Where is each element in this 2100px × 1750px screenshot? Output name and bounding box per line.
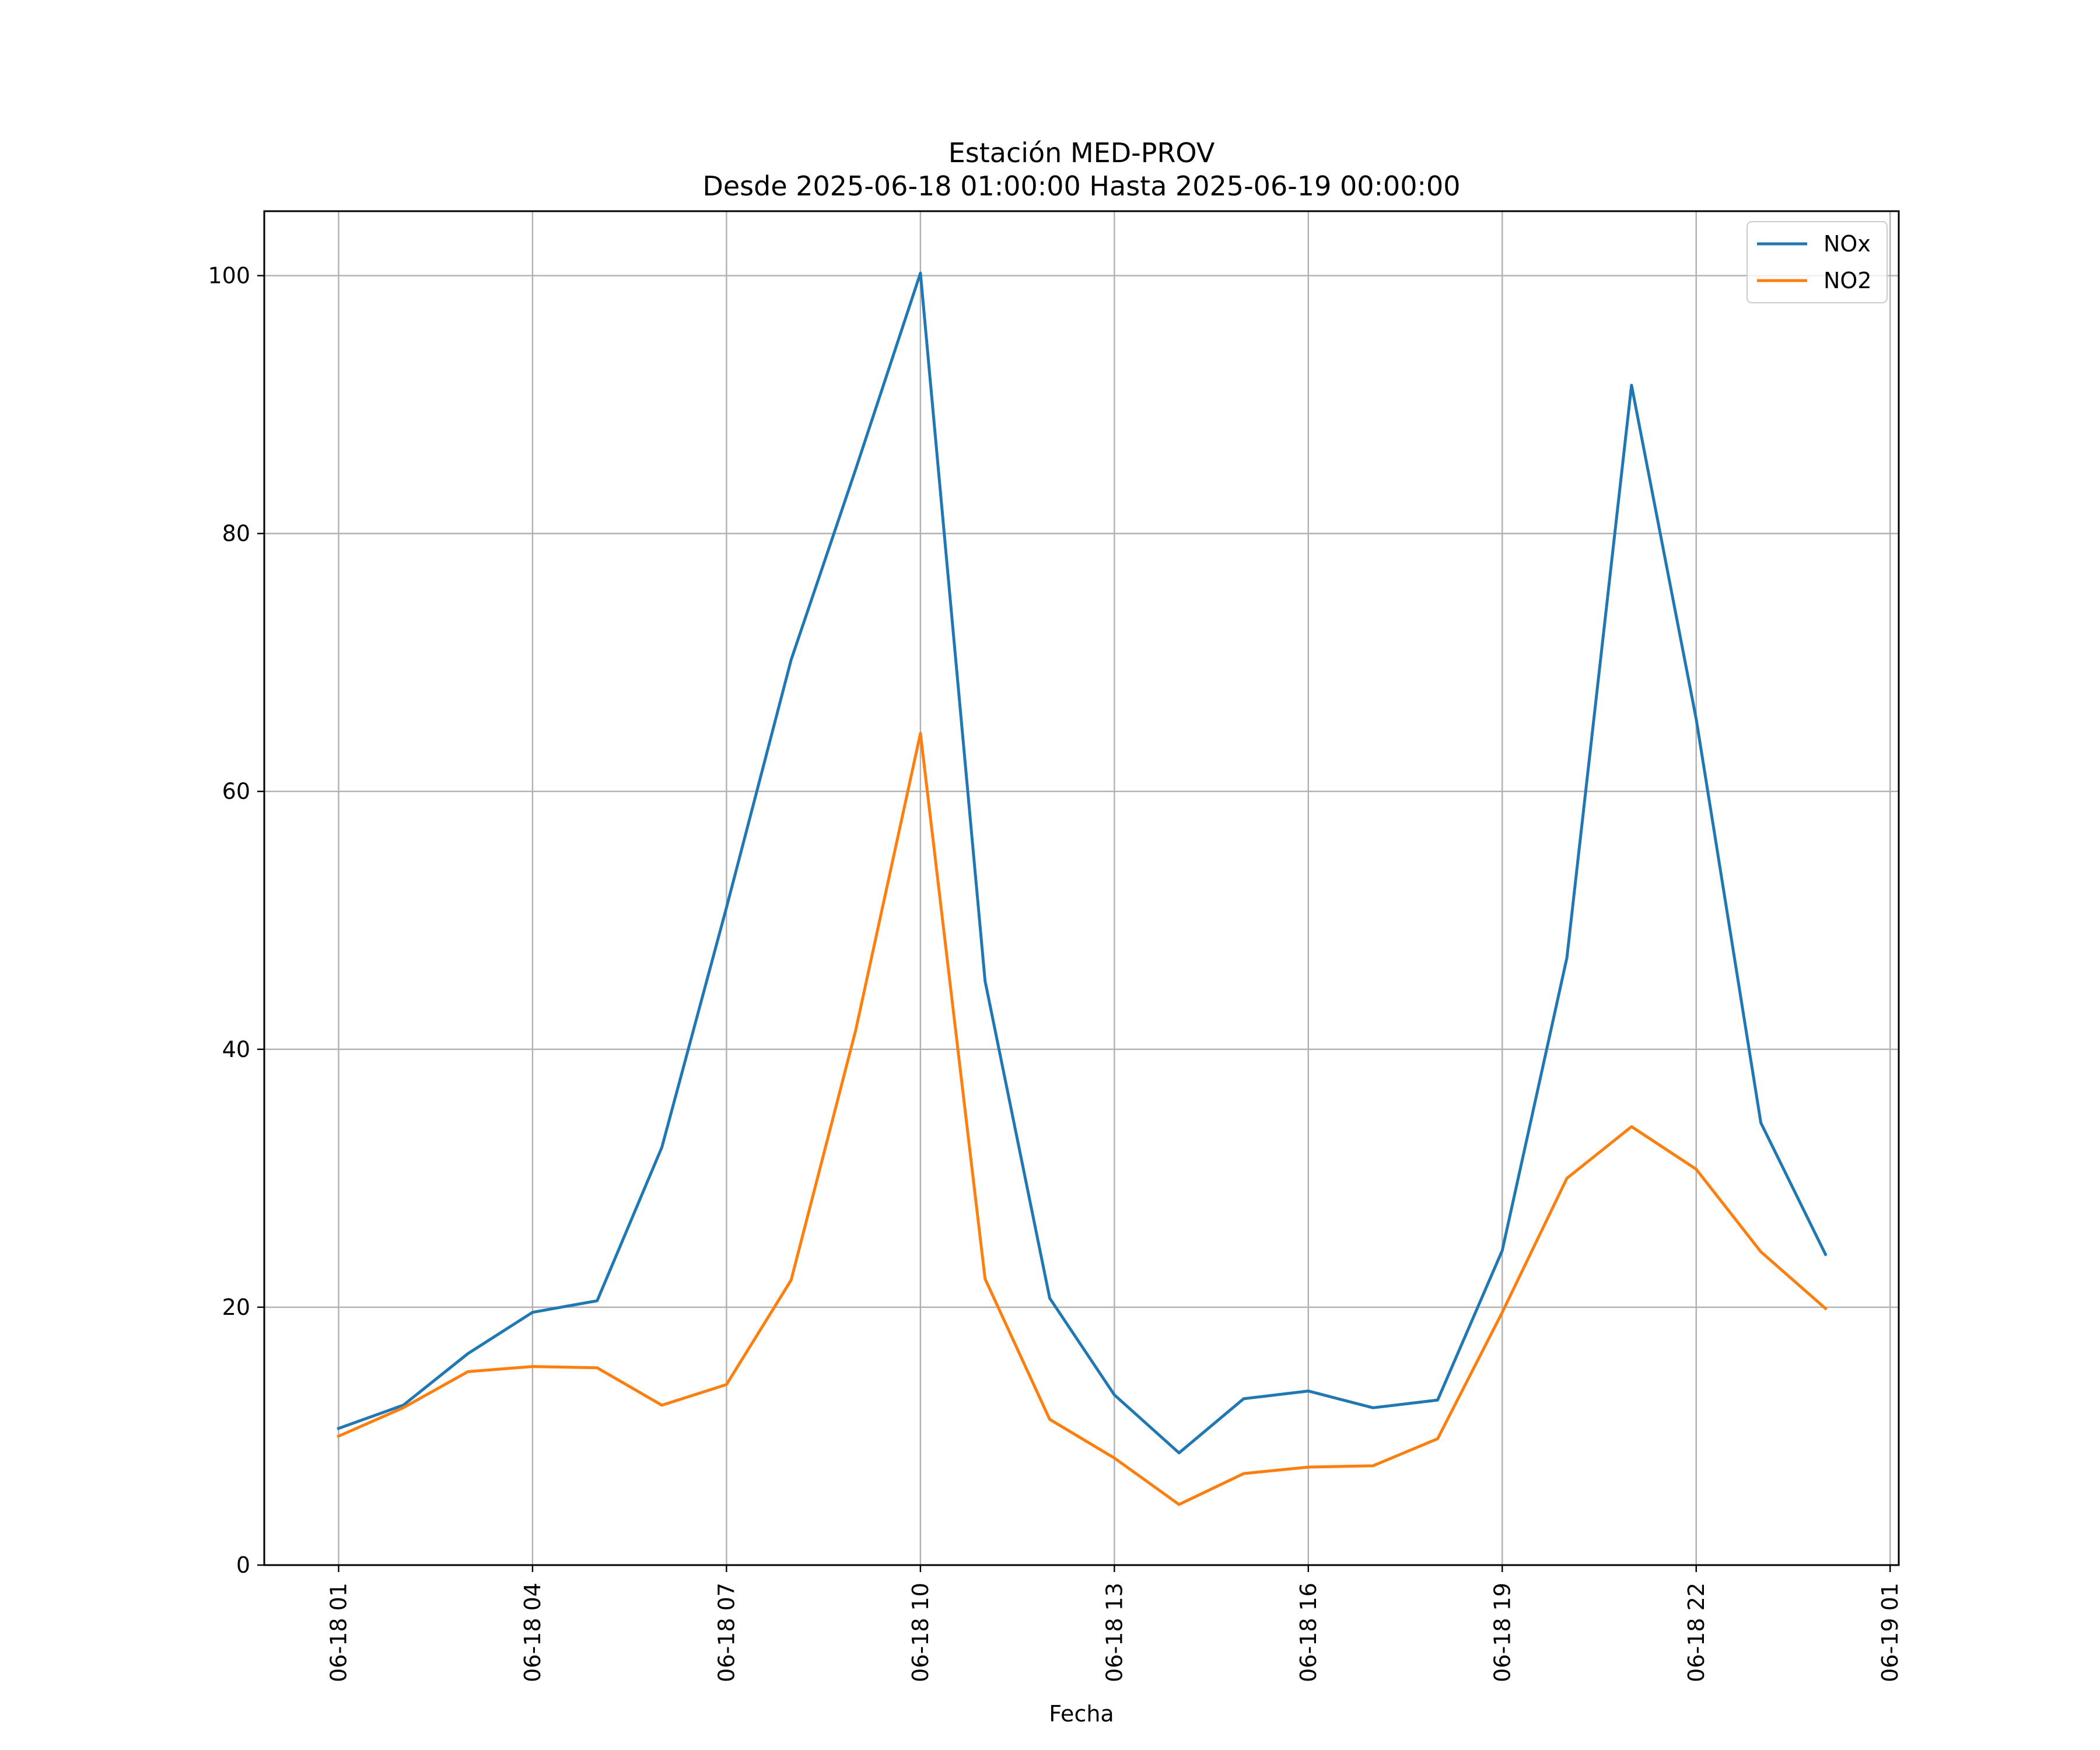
data-point-nox: [1565, 956, 1569, 960]
data-point-no2: [531, 1365, 534, 1368]
data-point-nox: [1371, 1406, 1375, 1409]
x-tick-label: 06-18 16: [1296, 1583, 1321, 1682]
series-line-no2: [337, 732, 1828, 1506]
data-point-nox: [984, 979, 987, 983]
data-point-nox: [1048, 1296, 1052, 1300]
y-tick-label: 80: [222, 521, 250, 547]
data-point-nox: [1177, 1451, 1181, 1455]
data-point-nox: [854, 467, 858, 471]
data-point-nox: [1436, 1398, 1440, 1402]
data-point-nox: [919, 271, 922, 275]
data-point-nox: [1112, 1393, 1116, 1396]
plot-area-frame: [263, 210, 1900, 1566]
x-tick-label: 06-18 04: [520, 1583, 545, 1682]
data-point-no2: [1695, 1167, 1698, 1171]
data-point-no2: [1371, 1464, 1375, 1468]
data-point-nox: [660, 1146, 664, 1149]
legend-box: [1746, 221, 1888, 303]
data-point-no2: [1048, 1418, 1052, 1421]
data-point-no2: [984, 1277, 987, 1280]
data-point-nox: [1759, 1121, 1763, 1125]
data-point-nox: [789, 658, 793, 662]
data-point-no2: [337, 1434, 340, 1438]
data-point-no2: [1436, 1437, 1440, 1440]
data-point-no2: [1177, 1503, 1181, 1506]
data-point-nox: [1695, 718, 1698, 721]
x-tick-label: 06-19 01: [1877, 1583, 1903, 1682]
data-point-no2: [1824, 1307, 1827, 1310]
data-point-no2: [1759, 1250, 1763, 1254]
data-point-no2: [660, 1404, 664, 1407]
data-point-no2: [596, 1366, 599, 1370]
x-tick-label: 06-18 22: [1684, 1583, 1709, 1682]
x-tick-label: 06-18 13: [1101, 1583, 1127, 1682]
legend: NOx NO2: [1746, 221, 1888, 303]
data-point-nox: [596, 1299, 599, 1303]
data-point-no2: [401, 1406, 405, 1409]
x-tick-label: 06-18 07: [713, 1583, 739, 1682]
x-tick-label: 06-18 10: [908, 1583, 933, 1682]
data-point-nox: [1307, 1390, 1310, 1393]
data-point-nox: [531, 1311, 534, 1314]
data-point-nox: [724, 906, 728, 909]
data-point-no2: [1242, 1472, 1245, 1475]
data-point-nox: [466, 1352, 470, 1356]
data-point-no2: [1630, 1125, 1633, 1128]
data-point-no2: [1112, 1457, 1116, 1460]
chart-title: Estación MED-PROV: [949, 137, 1215, 169]
legend-label-no2: NO2: [1824, 268, 1872, 293]
data-point-no2: [919, 732, 922, 735]
data-point-no2: [789, 1279, 793, 1282]
data-point-no2: [1500, 1311, 1504, 1314]
x-tick-label: 06-18 19: [1489, 1583, 1515, 1682]
chart-subtitle: Desde 2025-06-18 01:00:00 Hasta 2025-06-…: [702, 170, 1460, 202]
data-point-no2: [1307, 1465, 1310, 1469]
data-point-no2: [854, 1028, 858, 1032]
y-tick-label: 20: [222, 1294, 250, 1320]
x-axis-label: Fecha: [1049, 1701, 1114, 1727]
legend-label-nox: NOx: [1824, 231, 1871, 257]
data-point-nox: [337, 1427, 340, 1430]
y-tick-label: 100: [208, 263, 250, 289]
axis-ticks: 06-18 01 06-18 04 06-18 07 06-18 10 06-18 13…: [208, 263, 1903, 1682]
y-tick-label: 0: [236, 1552, 250, 1578]
data-point-no2: [1565, 1177, 1569, 1180]
series-line-nox: [337, 271, 1828, 1455]
data-point-nox: [1500, 1249, 1504, 1252]
y-tick-label: 40: [222, 1037, 250, 1062]
series-lines: [337, 271, 1828, 1506]
data-point-no2: [724, 1383, 728, 1387]
y-tick-label: 60: [222, 779, 250, 804]
data-point-nox: [1242, 1397, 1245, 1401]
x-tick-label: 06-18 01: [326, 1583, 351, 1682]
data-point-no2: [466, 1370, 470, 1373]
data-point-nox: [1824, 1252, 1827, 1256]
data-point-nox: [1630, 383, 1633, 387]
